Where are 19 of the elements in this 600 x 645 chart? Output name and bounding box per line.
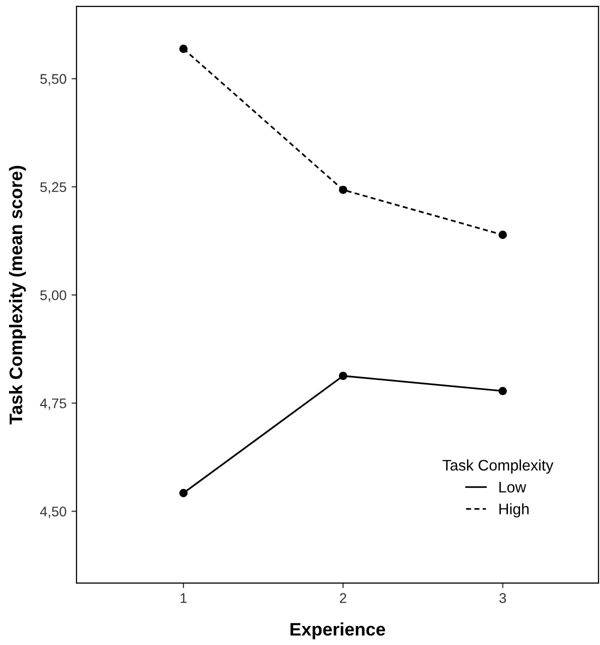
point xyxy=(338,372,348,380)
point xyxy=(498,386,507,396)
x-tick-label: 3 xyxy=(499,593,506,604)
legend-title: Task Complexity xyxy=(442,459,554,474)
y-tick-label: 5,50 xyxy=(40,74,66,86)
y-tick-label: 5,25 xyxy=(40,182,66,194)
y-axis-title: Task Complexity (mean score) xyxy=(9,166,26,424)
point xyxy=(179,488,188,498)
legend-label: High xyxy=(499,503,529,518)
point xyxy=(179,44,188,54)
x-tick-label: 2 xyxy=(340,593,346,603)
x-axis-title: Experience xyxy=(290,622,386,640)
y-tick-label: 5,00 xyxy=(40,290,66,302)
point xyxy=(338,186,348,194)
y-tick-label: 4,50 xyxy=(40,506,66,518)
y-tick-label: 4,75 xyxy=(40,398,66,410)
legend-label: Low xyxy=(499,482,526,493)
point xyxy=(498,230,507,240)
x-tick-label: 1 xyxy=(180,593,187,603)
